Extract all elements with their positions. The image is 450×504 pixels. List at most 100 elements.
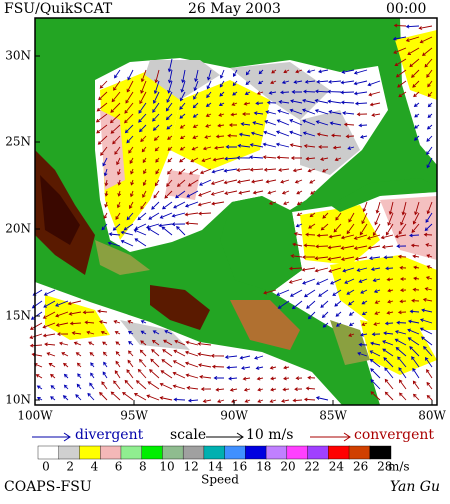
wind-vector: [198, 211, 212, 216]
colorbar-swatch: [307, 445, 329, 460]
wind-vector: [189, 168, 199, 175]
wind-vector: [249, 143, 264, 148]
wind-vector: [165, 102, 173, 112]
wind-vector: [270, 376, 277, 381]
wind-vector: [211, 201, 225, 206]
colorbar-label: 20: [280, 460, 295, 474]
wind-vector: [385, 223, 394, 236]
wind-vector: [102, 371, 108, 379]
wind-vector: [167, 157, 173, 163]
wind-vector: [173, 397, 186, 402]
wind-vector: [425, 356, 433, 368]
wind-vector: [314, 256, 329, 261]
wind-vector: [426, 124, 433, 130]
wind-vector: [115, 360, 121, 368]
wind-vector: [148, 212, 160, 220]
wind-vector: [140, 135, 147, 143]
wind-vector: [294, 387, 303, 392]
wind-vector: [179, 91, 186, 102]
wind-vector: [348, 322, 355, 327]
wind-vector: [342, 267, 355, 273]
wind-vector: [129, 190, 134, 198]
speed-patch: [45, 295, 110, 340]
wind-vector: [414, 201, 420, 216]
lon-label: 100W: [17, 409, 53, 423]
colorbar-label: 10: [159, 460, 174, 474]
footer-left: COAPS-FSU: [4, 479, 92, 495]
wind-vector: [290, 254, 303, 258]
wind-vector: [418, 25, 433, 30]
wind-vector: [179, 124, 186, 129]
wind-vector: [277, 300, 290, 309]
wind-vector: [427, 80, 433, 88]
wind-vector: [397, 80, 407, 88]
wind-vector: [426, 157, 433, 169]
wind-vector: [194, 69, 199, 83]
wind-vector: [104, 179, 109, 187]
wind-vector: [75, 352, 82, 357]
convergent-arrow: [310, 432, 351, 442]
footer-right: Yan Gu: [390, 479, 440, 495]
speed-patch: [145, 60, 220, 100]
wind-vector: [164, 329, 173, 335]
wind-vector: [111, 91, 121, 103]
wind-vector: [295, 69, 303, 74]
wind-vector: [340, 234, 355, 240]
wind-vector: [392, 36, 407, 41]
wind-vector: [162, 349, 173, 357]
wind-vector: [328, 80, 342, 84]
wind-vector: [320, 300, 329, 308]
wind-vector: [206, 91, 212, 99]
wind-vector: [114, 370, 121, 379]
wind-vector: [399, 299, 407, 304]
wind-vector: [293, 80, 303, 84]
wind-vector: [295, 376, 303, 381]
wind-vector: [98, 91, 108, 101]
wind-vector: [266, 100, 277, 105]
wind-vector: [354, 256, 368, 261]
speed-patch: [300, 110, 360, 175]
wind-vector: [290, 99, 303, 104]
wind-vector: [150, 358, 160, 368]
wind-vector: [289, 130, 303, 137]
wind-vector: [422, 47, 433, 57]
wind-vector: [172, 360, 186, 368]
wind-vector: [99, 80, 108, 89]
wind-vector: [140, 80, 147, 94]
wind-vector: [370, 341, 381, 346]
wind-vector: [236, 155, 251, 160]
wind-vector: [115, 341, 121, 346]
wind-vector: [205, 124, 212, 128]
wind-vector: [114, 146, 121, 155]
wind-vector: [303, 397, 316, 402]
wind-vector: [291, 300, 303, 310]
wind-vector: [419, 318, 433, 324]
wind-vector: [172, 371, 186, 379]
wind-vector: [113, 80, 121, 91]
wind-vector: [43, 300, 56, 308]
wind-vector: [240, 122, 251, 127]
wind-vector: [126, 369, 134, 379]
colorbar-swatch: [265, 445, 288, 460]
wind-vector: [401, 201, 407, 216]
wind-vector: [426, 265, 433, 269]
wind-vector: [135, 380, 147, 390]
wind-vector: [128, 350, 134, 357]
wind-vector: [424, 58, 433, 68]
wind-vector: [127, 320, 134, 324]
lat-label: 10N: [5, 393, 31, 407]
wind-vector: [398, 223, 407, 235]
wind-vector: [124, 379, 134, 390]
wind-vector: [166, 91, 173, 103]
wind-vector: [159, 212, 173, 219]
wind-vector: [165, 113, 173, 121]
date: 26 May 2003: [188, 1, 281, 17]
wind-vector: [340, 90, 355, 95]
wind-vector: [367, 245, 381, 250]
colorbar-swatch: [37, 445, 60, 460]
wind-vector: [67, 300, 82, 306]
wind-vector: [295, 223, 303, 228]
wind-vector: [104, 201, 109, 208]
wind-vector: [409, 346, 420, 357]
wind-vector: [146, 394, 160, 401]
